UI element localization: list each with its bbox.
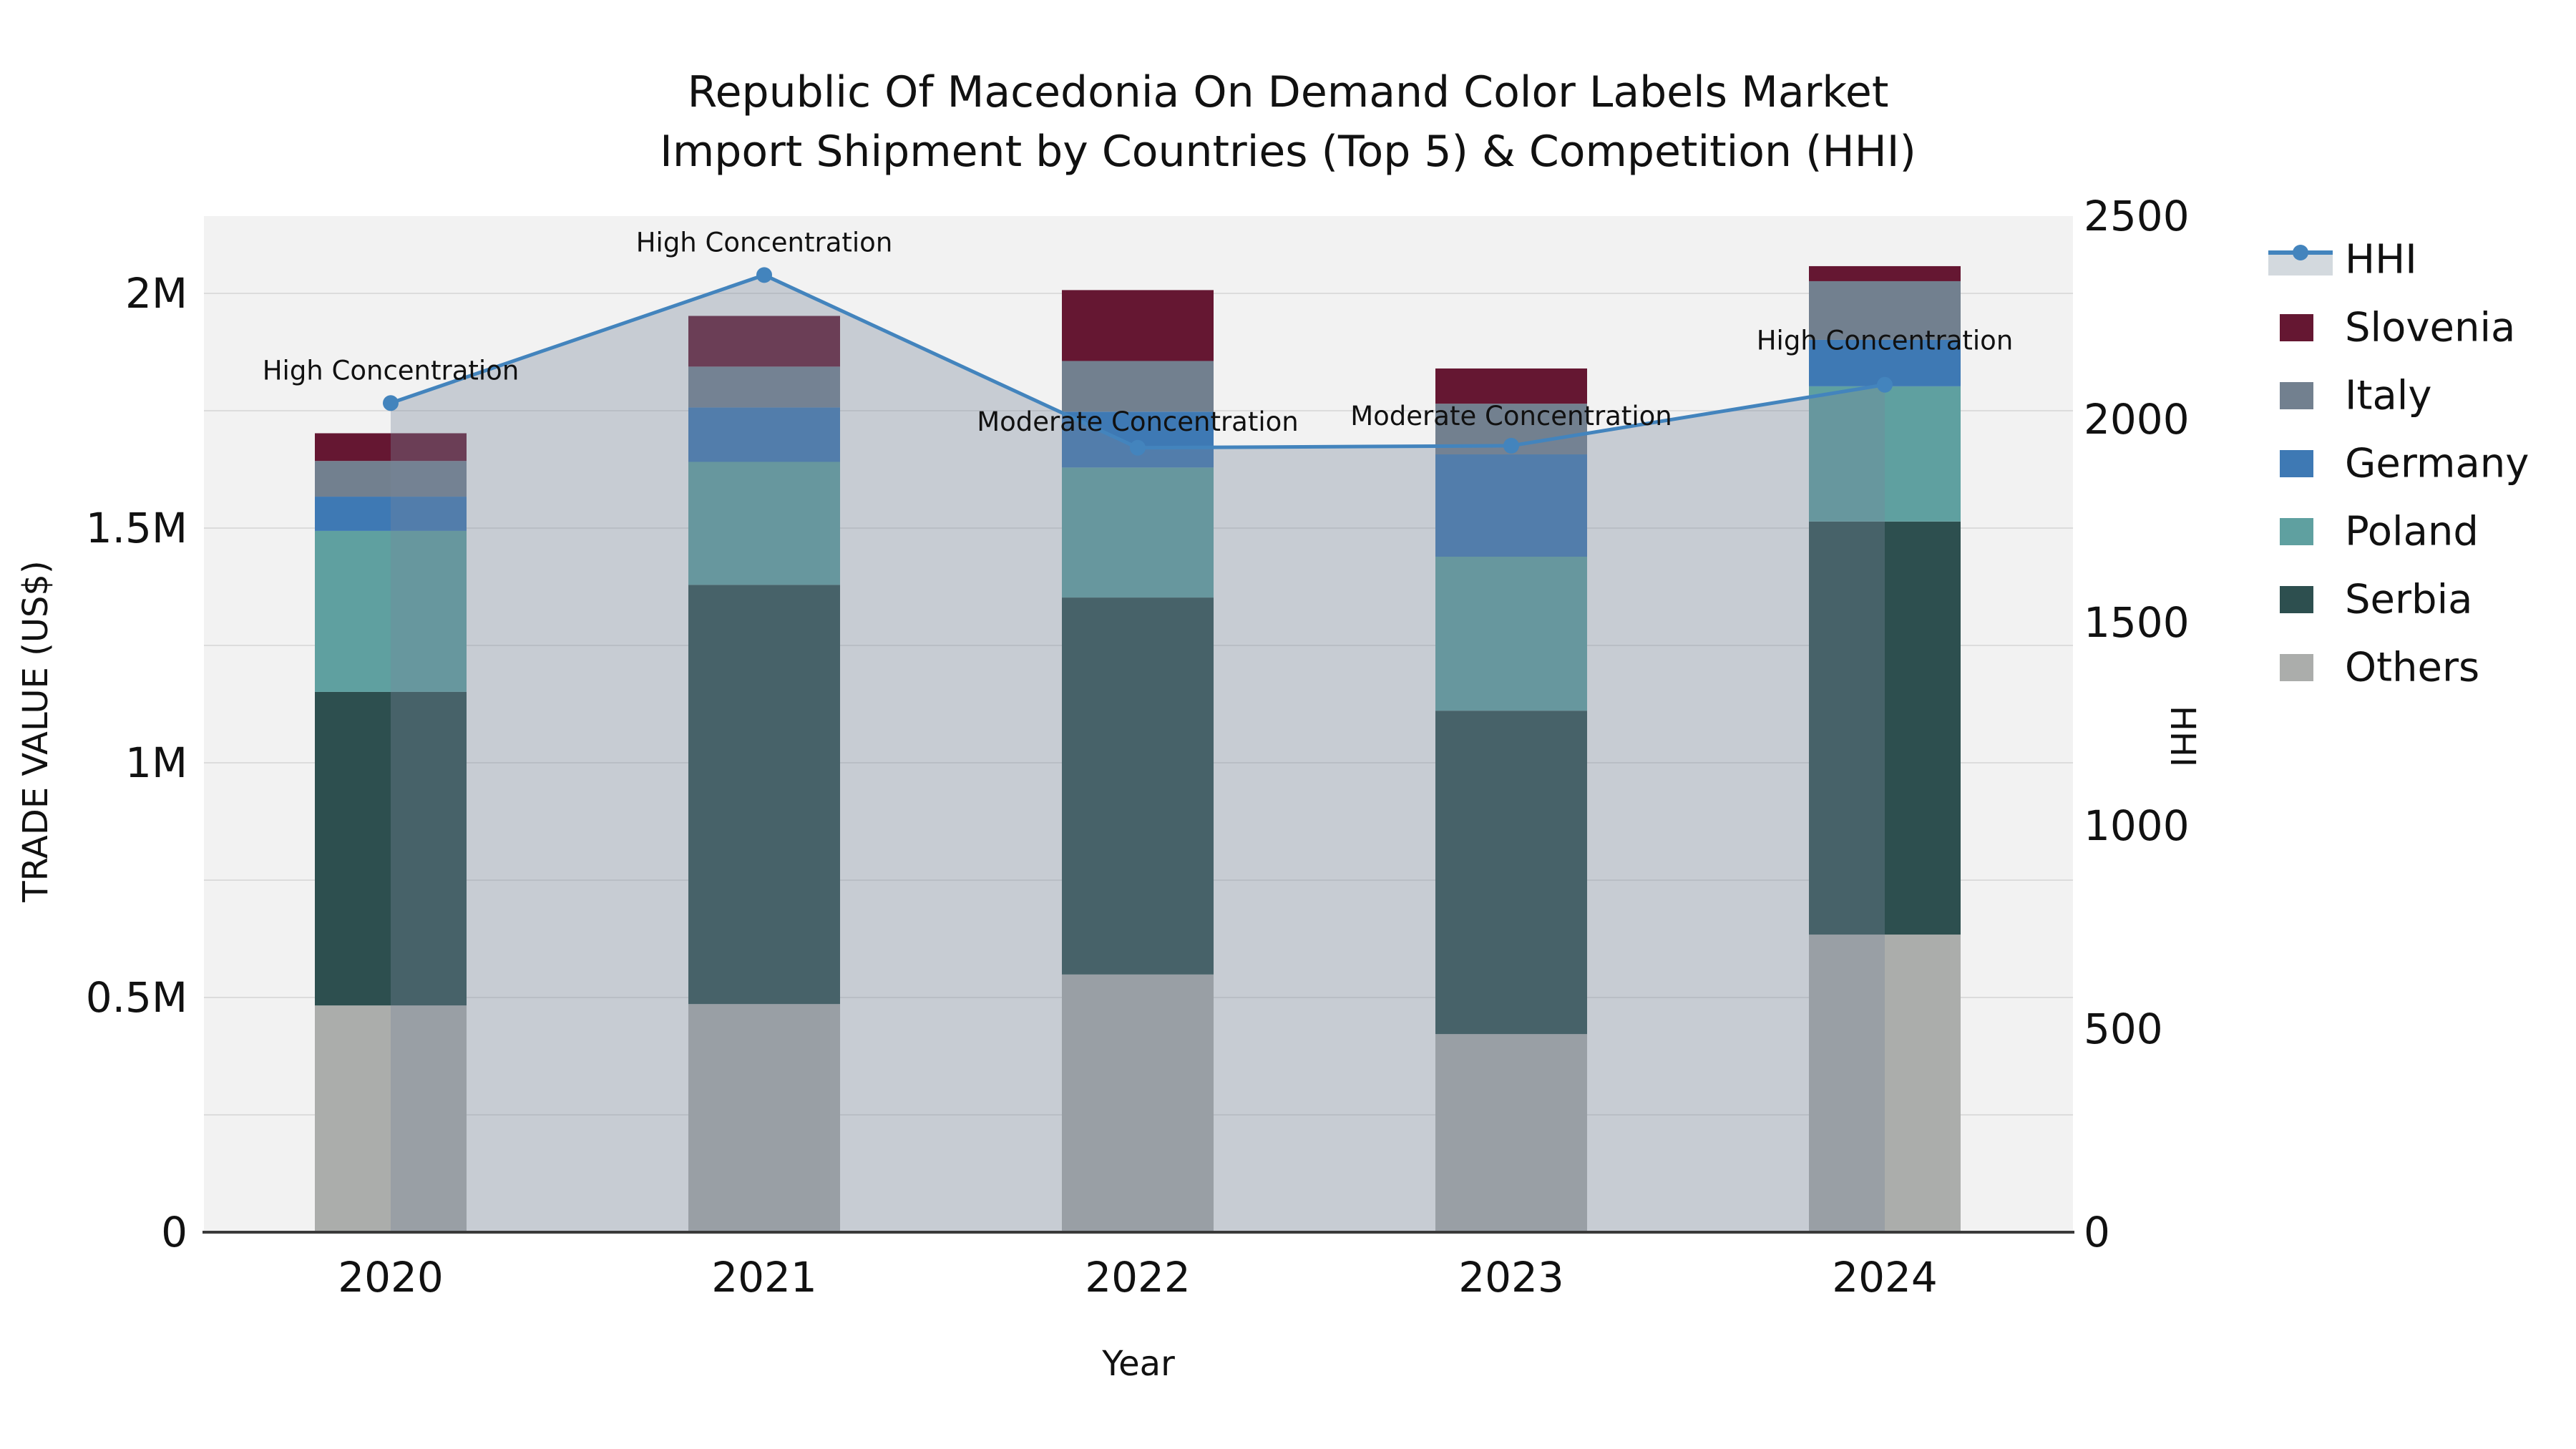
bar-segment-slovenia-2022 xyxy=(1062,290,1214,361)
bar-segment-italy-2022 xyxy=(1062,361,1214,412)
bar-segment-germany-2021 xyxy=(688,407,840,462)
x-tick-label-2022: 2022 xyxy=(1085,1253,1191,1302)
bar-segment-italy-2020 xyxy=(315,461,467,497)
y-right-tick-label: 2000 xyxy=(2084,395,2190,444)
bar-segment-poland-2023 xyxy=(1435,557,1587,711)
legend-item-serbia: Serbia xyxy=(2280,577,2472,623)
annotation-2024: High Concentration xyxy=(1757,326,2014,356)
chart-title: Republic Of Macedonia On Demand Color La… xyxy=(0,63,2576,182)
legend-item-hhi: HHI xyxy=(2268,237,2417,283)
x-tick-label-2024: 2024 xyxy=(1832,1253,1938,1302)
bar-segment-germany-2020 xyxy=(315,497,467,531)
legend-item-others: Others xyxy=(2280,645,2479,691)
legend-swatch xyxy=(2280,586,2313,613)
hhi-marker-2021 xyxy=(756,267,772,283)
bar-segment-poland-2024 xyxy=(1809,386,1961,522)
annotation-2022: Moderate Concentration xyxy=(977,406,1298,437)
y-axis-title-left: TRADE VALUE (US$) xyxy=(16,560,56,902)
legend-label-italy: Italy xyxy=(2345,373,2432,419)
legend-swatch xyxy=(2280,450,2313,477)
legend-item-italy: Italy xyxy=(2280,373,2432,419)
chart-title-line2: Import Shipment by Countries (Top 5) & C… xyxy=(660,127,1916,177)
legend-label-slovenia: Slovenia xyxy=(2345,305,2515,351)
bar-segment-slovenia-2021 xyxy=(688,316,840,367)
legend-label-others: Others xyxy=(2345,645,2479,691)
legend-label-hhi: HHI xyxy=(2345,237,2417,283)
legend-hhi-marker xyxy=(2293,245,2308,260)
bar-segment-germany-2022 xyxy=(1062,411,1214,468)
bar-segment-poland-2020 xyxy=(315,530,467,692)
hhi-marker-2023 xyxy=(1503,437,1519,454)
legend-swatch xyxy=(2280,654,2313,681)
legend-item-slovenia: Slovenia xyxy=(2280,305,2515,351)
annotation-2020: High Concentration xyxy=(263,355,519,386)
bar-segment-serbia-2023 xyxy=(1435,711,1587,1035)
x-tick-label-2021: 2021 xyxy=(711,1253,817,1302)
legend-swatch xyxy=(2280,314,2313,341)
x-tick-label-2020: 2020 xyxy=(338,1253,444,1302)
bar-segment-slovenia-2024 xyxy=(1809,265,1961,281)
y-left-tick-label: 1M xyxy=(125,738,187,787)
hhi-marker-2024 xyxy=(1877,376,1893,393)
bar-segment-serbia-2024 xyxy=(1809,521,1961,935)
bar-segment-slovenia-2023 xyxy=(1435,368,1587,404)
annotation-2023: Moderate Concentration xyxy=(1350,401,1672,431)
bar-segment-poland-2021 xyxy=(688,462,840,585)
bar-segment-others-2020 xyxy=(315,1005,467,1232)
bar-segment-others-2024 xyxy=(1809,935,1961,1232)
y-right-tick-label: 1000 xyxy=(2084,801,2190,850)
hhi-area xyxy=(391,275,1885,1232)
y-axis-title-right: HHI xyxy=(2162,705,2202,768)
legend-label-poland: Poland xyxy=(2345,509,2479,555)
x-tick-label-2023: 2023 xyxy=(1458,1253,1564,1302)
legend-swatch xyxy=(2280,382,2313,409)
y-right-tick-label: 500 xyxy=(2084,1005,2163,1053)
bar-segment-italy-2021 xyxy=(688,366,840,408)
hhi-marker-2020 xyxy=(383,395,399,411)
x-axis-title: Year xyxy=(1102,1344,1175,1384)
y-left-tick-label: 2M xyxy=(125,269,187,318)
y-right-tick-label: 2500 xyxy=(2084,192,2190,240)
legend-label-serbia: Serbia xyxy=(2345,577,2472,623)
bar-segment-serbia-2020 xyxy=(315,691,467,1006)
bar-segment-slovenia-2020 xyxy=(315,433,467,462)
chart-title-line1: Republic Of Macedonia On Demand Color La… xyxy=(687,67,1889,117)
bar-segment-germany-2023 xyxy=(1435,454,1587,557)
bar-segment-serbia-2021 xyxy=(688,585,840,1005)
legend-item-poland: Poland xyxy=(2280,509,2479,555)
y-left-tick-label: 0 xyxy=(161,1208,187,1257)
bar-segment-others-2023 xyxy=(1435,1034,1587,1232)
y-left-tick-label: 0.5M xyxy=(86,973,187,1022)
bar-segment-others-2021 xyxy=(688,1004,840,1232)
legend-label-germany: Germany xyxy=(2345,441,2529,487)
bar-segment-poland-2022 xyxy=(1062,467,1214,598)
y-left-tick-label: 1.5M xyxy=(86,504,187,552)
bar-segment-others-2022 xyxy=(1062,974,1214,1232)
legend-item-germany: Germany xyxy=(2280,441,2529,487)
legend-swatch xyxy=(2280,518,2313,545)
hhi-marker-2022 xyxy=(1130,439,1146,456)
bar-segment-italy-2024 xyxy=(1809,280,1961,340)
y-right-tick-label: 0 xyxy=(2084,1208,2110,1257)
bar-segment-serbia-2022 xyxy=(1062,597,1214,975)
y-right-tick-label: 1500 xyxy=(2084,598,2190,647)
annotation-2021: High Concentration xyxy=(636,227,893,258)
